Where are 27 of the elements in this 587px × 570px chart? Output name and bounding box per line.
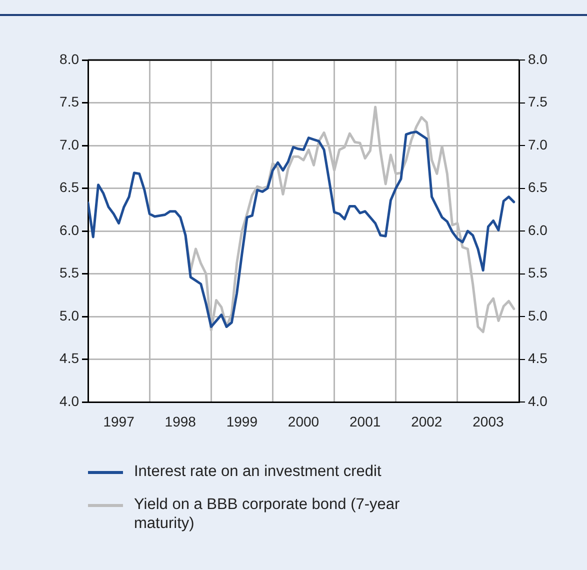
y-tick-label: 4.5	[528, 350, 548, 366]
y2-tick-label: 7.0	[60, 136, 80, 152]
y2-tick-label: 4.5	[60, 350, 80, 366]
x-tick-label: 2001	[349, 413, 381, 430]
y2-tick-label: 4.0	[60, 392, 80, 409]
y-tick-label: 7.5	[528, 94, 548, 110]
x-tick-label: 2003	[472, 413, 504, 430]
y2-tick-label: 8.0	[60, 50, 80, 67]
x-tick-label: 1999	[226, 413, 258, 430]
y2-tick-label: 6.0	[60, 222, 80, 238]
y-tick-label: 4.0	[528, 392, 548, 409]
y-tick-label: 7.0	[528, 136, 548, 152]
y-tick-label: 5.5	[528, 264, 548, 281]
x-tick-label: 1997	[103, 413, 135, 430]
y-tick-label: 8.0	[528, 50, 548, 67]
y2-tick-label: 7.5	[60, 94, 80, 110]
legend-label: Yield on a BBB corporate bond (7-year maturity)	[134, 495, 401, 533]
y-tick-label: 5.0	[528, 307, 548, 324]
y-tick-label: 6.0	[528, 222, 548, 238]
y2-tick-label: 5.0	[60, 307, 80, 324]
x-tick-label: 2002	[411, 413, 442, 430]
legend-label: Interest rate on an investment credit	[134, 462, 382, 481]
y2-tick-label: 6.5	[60, 179, 80, 196]
x-tick-label: 2000	[288, 413, 320, 430]
y-tick-label: 6.5	[528, 179, 548, 196]
x-tick-label: 1998	[164, 413, 196, 430]
y2-tick-label: 5.5	[60, 264, 80, 281]
